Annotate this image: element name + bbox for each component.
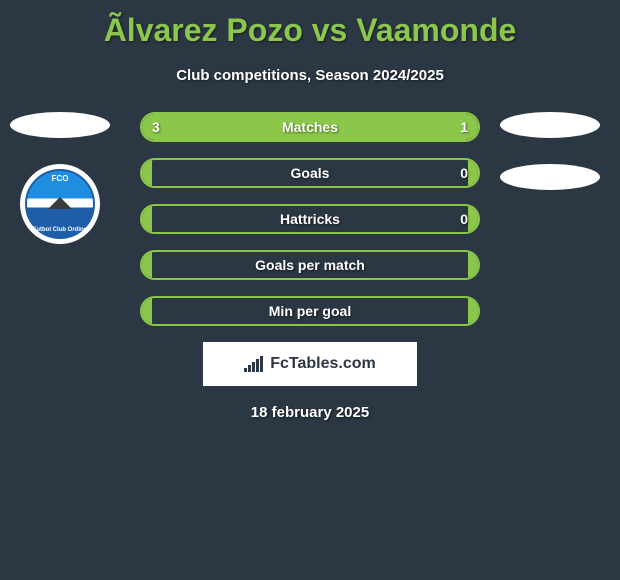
stat-value-right: 0	[460, 165, 468, 181]
stat-label: Goals per match	[142, 257, 478, 273]
watermark-text: FcTables.com	[270, 355, 376, 373]
stat-bar: Hattricks0	[140, 204, 480, 234]
stat-label: Matches	[142, 119, 478, 135]
left-player-badges: FCO Futbol Club Ordino	[10, 112, 120, 244]
stat-bar: 3Matches1	[140, 112, 480, 142]
stat-label: Hattricks	[142, 211, 478, 227]
stat-value-right: 0	[460, 211, 468, 227]
right-player-badges	[500, 112, 610, 216]
club-badge-name: Futbol Club Ordino	[27, 227, 93, 233]
player-badge-placeholder	[10, 112, 110, 138]
club-badge-fco: FCO Futbol Club Ordino	[20, 164, 100, 244]
stat-bar: Goals per match	[140, 250, 480, 280]
stat-bar: Goals0	[140, 158, 480, 188]
stat-bar: Min per goal	[140, 296, 480, 326]
chart-icon	[244, 356, 264, 372]
stat-label: Goals	[142, 165, 478, 181]
comparison-content: FCO Futbol Club Ordino 3Matches1Goals0Ha…	[0, 112, 620, 421]
club-badge-abbr: FCO	[52, 174, 69, 183]
player-badge-placeholder	[500, 112, 600, 138]
stat-label: Min per goal	[142, 303, 478, 319]
mountain-icon	[48, 197, 72, 209]
fctables-watermark: FcTables.com	[203, 342, 417, 386]
competition-subtitle: Club competitions, Season 2024/2025	[0, 67, 620, 84]
comparison-title: Ãlvarez Pozo vs Vaamonde	[0, 0, 620, 49]
stats-bars: 3Matches1Goals0Hattricks0Goals per match…	[140, 112, 480, 326]
comparison-date: 18 february 2025	[0, 404, 620, 421]
stat-value-right: 1	[460, 119, 468, 135]
club-badge-placeholder	[500, 164, 600, 190]
